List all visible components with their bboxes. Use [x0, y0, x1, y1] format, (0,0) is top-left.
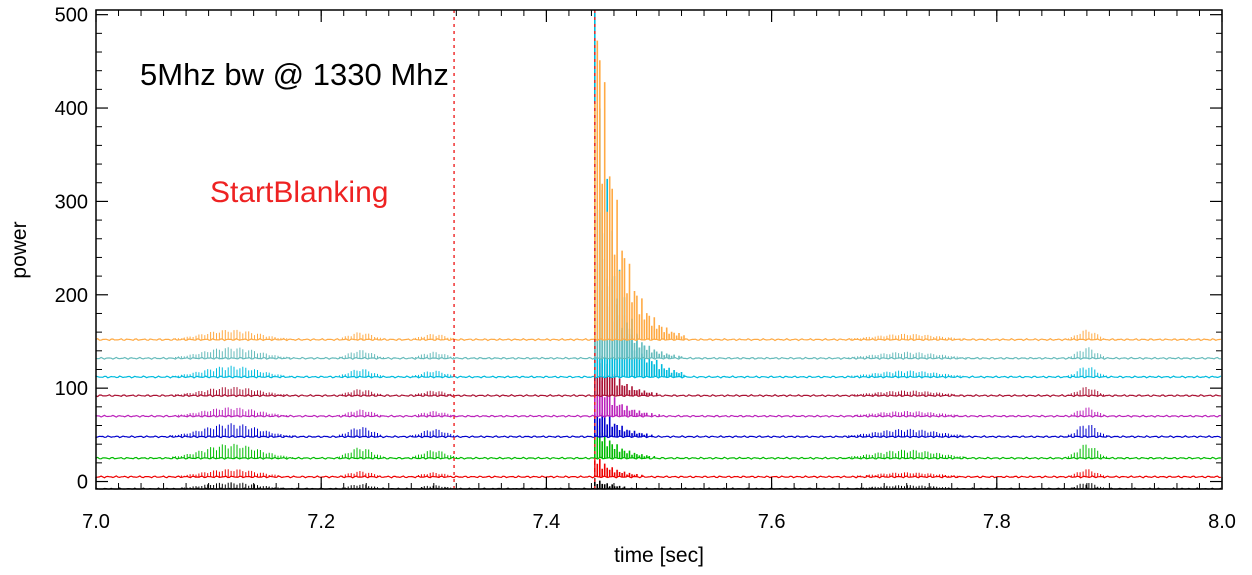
series-baseline: [95, 393, 1221, 398]
series-pulse-burst: [594, 478, 626, 489]
x-tick-label: 7.0: [82, 511, 110, 533]
series-1: [95, 459, 1221, 479]
series-4: [95, 375, 1221, 418]
series-pulse-burst: [594, 425, 656, 459]
series-baseline: [95, 475, 1221, 479]
series-5: [95, 337, 1221, 398]
x-tick-label: 7.4: [532, 511, 560, 533]
y-axis-title: power: [8, 221, 31, 278]
y-tick-label: 200: [55, 285, 88, 307]
series-spikes: [169, 423, 1107, 437]
x-tick-label: 7.2: [307, 511, 335, 533]
series-baseline: [95, 435, 1222, 439]
series-0: [95, 478, 1222, 490]
x-tick-label: 8.0: [1208, 511, 1236, 533]
series-spikes: [175, 347, 1104, 359]
marker-layer: [453, 10, 596, 489]
chart-title-annotation: 5Mhz bw @ 1330 Mhz: [140, 57, 449, 92]
y-tick-label: 500: [55, 5, 88, 27]
series-spikes: [180, 482, 1104, 489]
series-spikes: [172, 365, 1107, 377]
tick-layer: 7.0 7.2 7.4 7.6 7.8 8.0 0 100 200 300 400 500: [55, 5, 1236, 533]
series-pulse-burst: [594, 40, 685, 340]
series-baseline: [95, 456, 1221, 460]
series-spikes: [177, 407, 1104, 417]
series-baseline: [95, 375, 1222, 379]
y-tick-label: 400: [55, 98, 88, 120]
series-3: [95, 399, 1222, 439]
x-axis-title: time [sec]: [614, 544, 704, 567]
y-tick-label: 300: [55, 191, 88, 213]
start-blanking-label: StartBlanking: [210, 176, 388, 209]
series-baseline: [95, 356, 1221, 360]
y-tick-label: 0: [77, 472, 88, 494]
series-pulse-burst: [594, 399, 653, 437]
series-pulse-burst: [594, 459, 643, 477]
series-baseline: [95, 414, 1221, 418]
series-baseline: [95, 337, 1221, 342]
series-spikes: [177, 469, 1104, 477]
y-tick-label: 100: [55, 378, 88, 400]
series-2: [95, 425, 1221, 460]
x-tick-label: 7.8: [983, 511, 1011, 533]
series-spikes: [175, 387, 1104, 396]
series-spikes: [175, 329, 1104, 340]
x-tick-label: 7.6: [758, 511, 786, 533]
series-spikes: [172, 443, 1107, 459]
